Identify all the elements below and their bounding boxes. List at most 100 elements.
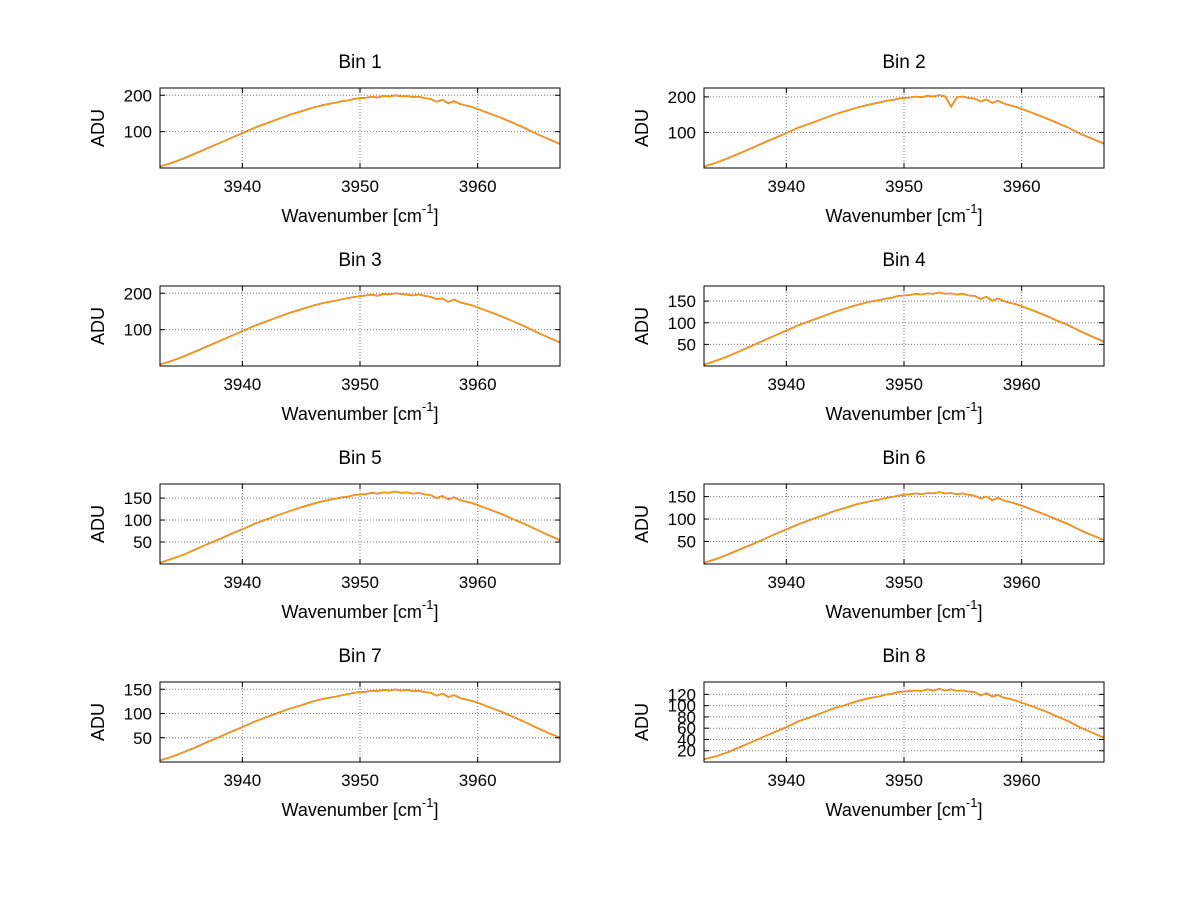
subplot-bin-1: Bin 1 100 200 3940 3950 3960 ADU Wavenumber [cm… <box>56 40 600 238</box>
y-tick-label: 80 <box>677 708 696 727</box>
y-tick-label: 100 <box>668 697 696 716</box>
y-tick-label: 50 <box>677 335 696 354</box>
y-tick-label: 100 <box>124 511 152 530</box>
y-tick-label: 100 <box>124 705 152 724</box>
subplot-title: Bin 7 <box>338 646 381 667</box>
x-tick-label: 3960 <box>1003 573 1041 592</box>
y-tick-label: 200 <box>124 86 152 105</box>
y-tick-label: 40 <box>677 730 696 749</box>
spectrum-curve <box>704 491 1104 564</box>
y-tick-label: 150 <box>124 680 152 699</box>
subplot-svg: Bin 6 50 100 150 3940 3950 3960 ADU Wavenumber [… <box>632 448 1105 622</box>
subplot-bin-2: Bin 2 100 200 3940 3950 3960 ADU Wavenumber [cm… <box>600 40 1144 238</box>
y-tick-label: 150 <box>124 489 152 508</box>
y-tick-label: 200 <box>124 284 152 303</box>
subplot-title: Bin 4 <box>882 250 926 271</box>
y-tick-label: 50 <box>677 533 696 552</box>
curve-group <box>160 490 560 564</box>
subplot-bin-4: Bin 4 50 100 150 3940 3950 3960 ADU Wavenumber [… <box>600 238 1144 436</box>
subplot-grid: Bin 1 100 200 3940 3950 3960 ADU Wavenumber [cm… <box>56 40 1144 832</box>
x-tick-label: 3960 <box>1003 771 1041 790</box>
subplot-title: Bin 2 <box>882 52 925 73</box>
curve-group <box>160 688 560 762</box>
spectrum-curve <box>160 292 560 366</box>
y-axis-label: ADU <box>632 307 652 345</box>
curve-group <box>704 687 1104 760</box>
y-tick-label: 50 <box>133 533 152 552</box>
x-tick-label: 3940 <box>767 375 805 394</box>
x-tick-label: 3950 <box>341 375 379 394</box>
y-axis-label: ADU <box>632 505 652 543</box>
x-axis-label: Wavenumber [cm-1] <box>282 597 439 622</box>
spectrum-curve <box>160 94 560 168</box>
subplot-svg: Bin 3 100 200 3940 3950 3960 ADU Wavenumber [cm… <box>88 250 561 424</box>
y-tick-label: 150 <box>668 488 696 507</box>
subplot-title: Bin 8 <box>882 646 925 667</box>
x-axis-label: Wavenumber [cm-1] <box>826 795 983 820</box>
x-axis-label: Wavenumber [cm-1] <box>826 597 983 622</box>
x-tick-label: 3960 <box>1003 177 1041 196</box>
subplot-bin-3: Bin 3 100 200 3940 3950 3960 ADU Wavenumber [cm… <box>56 238 600 436</box>
x-tick-label: 3940 <box>223 375 261 394</box>
subplot-title: Bin 3 <box>338 250 381 271</box>
x-tick-label: 3960 <box>459 573 497 592</box>
spectrum-curve <box>704 291 1104 366</box>
x-tick-label: 3960 <box>459 177 497 196</box>
x-tick-label: 3940 <box>767 573 805 592</box>
subplot-title: Bin 1 <box>338 52 381 73</box>
x-tick-label: 3950 <box>341 573 379 592</box>
y-tick-label: 50 <box>133 729 152 748</box>
subplot-svg: Bin 4 50 100 150 3940 3950 3960 ADU Wavenumber [… <box>632 250 1105 424</box>
subplot-bin-7: Bin 7 50 100 150 3940 3950 3960 ADU Wavenumber [… <box>56 634 600 832</box>
subplot-bin-6: Bin 6 50 100 150 3940 3950 3960 ADU Wavenumber [… <box>600 436 1144 634</box>
y-tick-label: 20 <box>677 742 696 761</box>
spectrum-curve <box>160 688 560 762</box>
curve-group <box>704 94 1104 168</box>
y-tick-label: 120 <box>668 685 696 704</box>
x-axis-label: Wavenumber [cm-1] <box>282 795 439 820</box>
subplot-bin-5: Bin 5 50 100 150 3940 3950 3960 ADU Wavenumber [… <box>56 436 600 634</box>
x-tick-label: 3950 <box>341 771 379 790</box>
subplot-svg: Bin 2 100 200 3940 3950 3960 ADU Wavenumber [cm… <box>632 52 1105 226</box>
spectrum-curve <box>704 94 1104 168</box>
curve-group <box>160 94 560 168</box>
y-axis-label: ADU <box>88 703 108 741</box>
x-tick-label: 3950 <box>885 573 923 592</box>
x-tick-label: 3940 <box>223 771 261 790</box>
y-axis-label: ADU <box>632 109 652 147</box>
curve-group <box>160 292 560 366</box>
x-tick-label: 3950 <box>341 177 379 196</box>
x-tick-label: 3950 <box>885 771 923 790</box>
y-tick-label: 100 <box>668 510 696 529</box>
x-tick-label: 3960 <box>459 375 497 394</box>
x-tick-label: 3940 <box>223 573 261 592</box>
y-tick-label: 100 <box>124 321 152 340</box>
x-tick-label: 3960 <box>1003 375 1041 394</box>
x-axis-label: Wavenumber [cm-1] <box>826 399 983 424</box>
subplot-svg: Bin 5 50 100 150 3940 3950 3960 ADU Wavenumber [… <box>88 448 561 622</box>
subplot-title: Bin 6 <box>882 448 925 469</box>
x-axis-label: Wavenumber [cm-1] <box>282 399 439 424</box>
spectrum-curve <box>704 688 1104 760</box>
x-tick-label: 3950 <box>885 375 923 394</box>
y-tick-label: 200 <box>668 88 696 107</box>
x-tick-label: 3940 <box>767 771 805 790</box>
curve-group <box>704 491 1104 564</box>
spectrum-curve <box>160 490 560 564</box>
y-axis-label: ADU <box>88 505 108 543</box>
subplot-title: Bin 5 <box>338 448 381 469</box>
y-tick-label: 150 <box>668 292 696 311</box>
y-axis-label: ADU <box>88 307 108 345</box>
x-tick-label: 3960 <box>459 771 497 790</box>
x-tick-label: 3950 <box>885 177 923 196</box>
curve-group <box>704 291 1104 366</box>
subplot-svg: Bin 7 50 100 150 3940 3950 3960 ADU Wavenumber [… <box>88 646 561 820</box>
y-axis-label: ADU <box>632 703 652 741</box>
x-axis-label: Wavenumber [cm-1] <box>826 201 983 226</box>
y-tick-label: 100 <box>668 314 696 333</box>
subplot-bin-8: Bin 8 20 40 60 80 100 120 3940 3950 3960 ADU Wavenu… <box>600 634 1144 832</box>
subplot-svg: Bin 1 100 200 3940 3950 3960 ADU Wavenumber [cm… <box>88 52 561 226</box>
x-tick-label: 3940 <box>223 177 261 196</box>
